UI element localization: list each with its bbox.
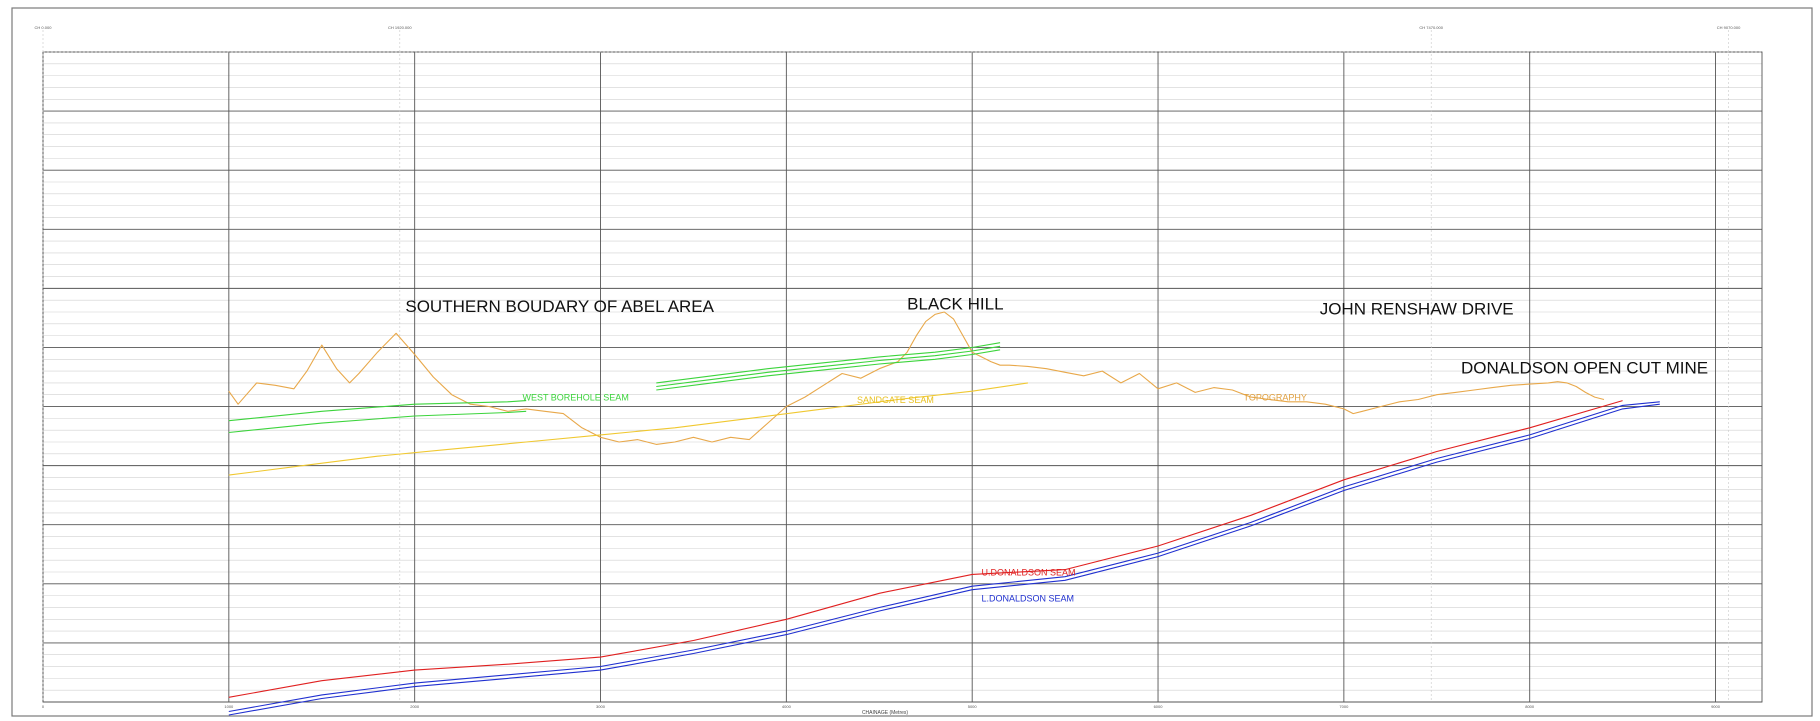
x-tick-label: 1000 (224, 704, 234, 709)
x-tick-label: 8000 (1525, 704, 1535, 709)
series-label: U.DONALDSON SEAM (981, 568, 1075, 578)
x-tick-label: 3000 (596, 704, 606, 709)
diagram-labels: SOUTHERN BOUDARY OF ABEL AREA BLACK HILL J… (405, 295, 1708, 604)
annotation-label: JOHN RENSHAW DRIVE (1320, 299, 1514, 318)
chainage-marker-label: CH 7470.000 (1419, 25, 1443, 30)
series-line-l-donaldson-seam (228, 403, 1660, 716)
series-line-west-borehole-seam (228, 410, 527, 434)
x-axis-title: CHAINAGE (Metres) (862, 710, 908, 716)
annotation-label: DONALDSON OPEN CUT MINE (1461, 358, 1708, 377)
annotation-label: BLACK HILL (907, 295, 1003, 314)
series-line-l-donaldson-seam (228, 401, 1660, 713)
x-tick-label: 9000 (1711, 704, 1721, 709)
series-line-west-borehole-seam (656, 345, 1001, 388)
series-line-u-donaldson-seam (228, 400, 1623, 698)
chainage-marker-label: CH 9070.000 (1717, 25, 1741, 30)
x-tick-label: 2000 (410, 704, 420, 709)
series-line-topography (228, 311, 1605, 445)
series-line-west-borehole-seam (656, 342, 1001, 384)
series-line-west-borehole-seam (228, 400, 527, 422)
annotation-label: SOUTHERN BOUDARY OF ABEL AREA (405, 297, 714, 316)
x-tick-label: 6000 (1154, 704, 1164, 709)
chainage-marker-label: CH 0.000 (35, 25, 53, 30)
axis-ticks: 0 1000 2000 3000 4000 5000 6000 7000 8000 9000 (42, 704, 1721, 709)
x-tick-label: 5000 (968, 704, 978, 709)
x-tick-label: 4000 (782, 704, 792, 709)
series-label: L.DONALDSON SEAM (981, 594, 1074, 604)
series-label: SANDGATE SEAM (857, 395, 934, 405)
x-tick-label: 0 (42, 704, 45, 709)
x-tick-label: 7000 (1339, 704, 1349, 709)
series-label: WEST BOREHOLE SEAM (522, 393, 628, 403)
plot-border (42, 51, 1763, 703)
series-line-sandgate-seam (228, 382, 1028, 476)
top-chainage-markers: CH 0.000 CH 1920.000 CH 7470.000 CH 9070.00… (35, 25, 1762, 702)
series-line-west-borehole-seam (656, 349, 1001, 391)
chainage-marker-label: CH 1920.000 (388, 25, 412, 30)
series-label: TOPOGRAPHY (1244, 393, 1307, 403)
profile-lines (228, 311, 1660, 716)
